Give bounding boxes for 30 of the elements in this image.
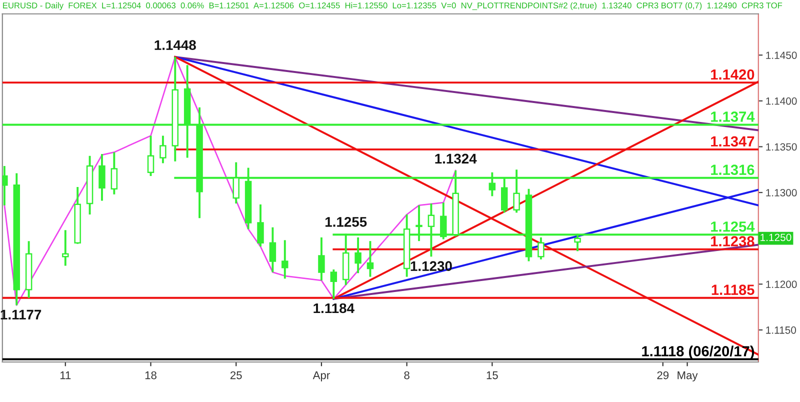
- x-tick-label: 29: [657, 371, 669, 380]
- x-tick-label: Apr: [312, 371, 330, 382]
- x-tick-label: 11: [60, 371, 71, 380]
- x-tick-label: 18: [145, 371, 156, 380]
- series-label: 1.1185: [712, 284, 754, 295]
- series-label: 1.1118 (06/20/17): [642, 346, 754, 360]
- annotation: 1.1250: [760, 234, 792, 242]
- annotation: 1.1255: [325, 216, 367, 227]
- series-label: 1.1254: [711, 221, 755, 232]
- annotation: 1.1184: [314, 303, 354, 314]
- y-tick-label: 1.1300: [766, 189, 797, 196]
- series-label: 1.1374: [711, 112, 755, 122]
- series-label: 1.1316: [711, 164, 754, 175]
- annotation: 1.1324: [435, 154, 477, 164]
- series-label: 1.1238: [711, 236, 754, 246]
- x-tick-label: 15: [486, 371, 498, 380]
- x-tick-label: May: [678, 371, 698, 382]
- annotation: 1.1230: [410, 261, 452, 272]
- y-tick-label: 1.1200: [766, 280, 797, 288]
- y-tick-label: 1.1350: [766, 143, 797, 151]
- series-label: 1.1420: [711, 69, 754, 80]
- series-label: 1.1347: [711, 136, 754, 147]
- y-tick-label: 1.1400: [766, 97, 797, 105]
- annotation: 1.1177: [0, 310, 42, 320]
- x-tick-label: 8: [404, 371, 410, 380]
- y-tick-label: 1.1150: [766, 326, 796, 334]
- y-tick-label: 1.1450: [766, 52, 797, 59]
- annotation: 1.1448: [154, 40, 196, 50]
- x-tick-label: 25: [230, 371, 242, 380]
- chart-title: EURUSD - Daily FOREX L=1.12504 0.00063 0.06% B=1.12501 A=1.12506 O=1.12455 Hi=1.12550 Lo=1.12355 V=0 NV_PLOTTRENDPOINTS#2 (2,true) 1.13240 CPR3 BOT7 (0,7) 1.12490 CPR3 TOF: [3, 2, 782, 10]
